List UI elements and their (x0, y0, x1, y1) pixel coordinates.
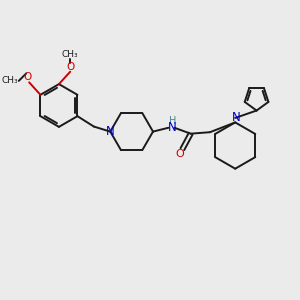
Text: H: H (169, 116, 176, 126)
Text: N: N (232, 111, 241, 124)
Text: O: O (66, 61, 74, 72)
Text: N: N (106, 125, 115, 138)
Text: CH₃: CH₃ (2, 76, 18, 85)
Text: O: O (176, 149, 184, 160)
Text: N: N (168, 121, 177, 134)
Text: CH₃: CH₃ (62, 50, 79, 59)
Text: O: O (24, 72, 32, 82)
